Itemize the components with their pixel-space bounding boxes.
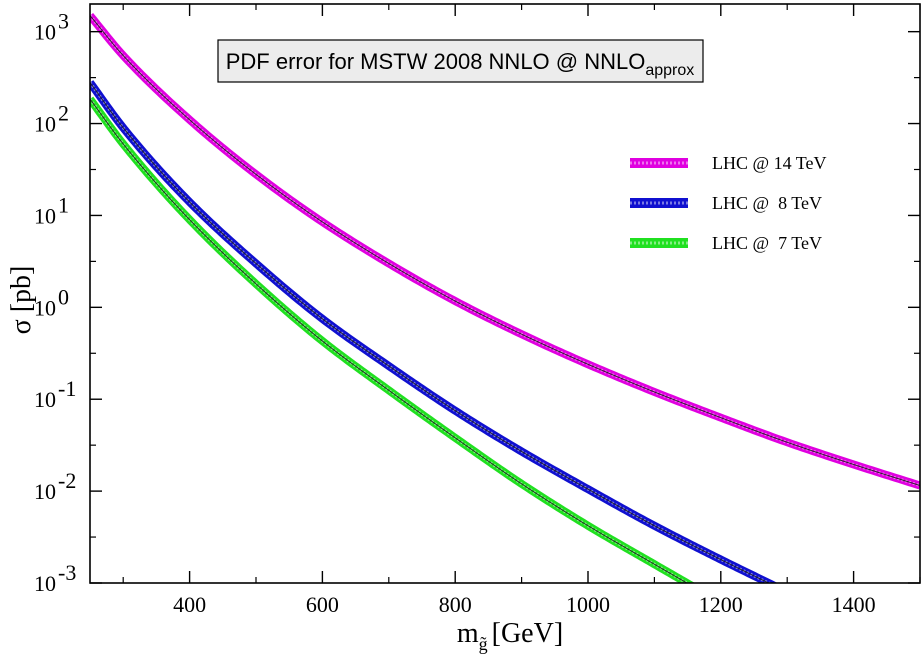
x-axis-title: mg̃ [GeV] [457,618,563,654]
y-tick-exponent: 1 [58,192,69,217]
series-0 [90,12,920,490]
x-axis-title-main: m [457,618,479,649]
x-tick-label: 600 [306,592,339,617]
chart-title-subscript: approx [645,62,694,79]
y-tick-base: 10 [34,479,56,504]
series-layer [90,12,920,583]
y-tick-base: 10 [34,203,56,228]
legend-swatch [630,238,688,248]
chart-title-main: PDF error for MSTW 2008 NNLO @ NNLO [226,49,646,74]
y-tick-label: 10 [34,387,56,412]
series-band-hatch [90,98,690,583]
legend-item: LHC @ 14 TeV [630,153,826,173]
y-tick-exponent: 2 [58,101,69,126]
y-tick-exponent: -1 [58,376,76,401]
series-central-line [90,98,688,583]
y-tick-label: 10 [34,295,56,320]
y-tick-base: 10 [34,387,56,412]
chart-title: PDF error for MSTW 2008 NNLO @ NNLOappro… [226,49,695,79]
x-axis-title-subscript: g̃ [479,634,488,654]
y-tick-exponent: -3 [58,560,76,585]
legend-label: LHC @ 7 TeV [712,233,822,253]
y-tick-exponent: 0 [58,284,69,309]
x-tick-label: 400 [173,592,206,617]
y-tick-base: 10 [34,571,56,596]
series-central-line [90,82,770,583]
x-axis-title-unit: [GeV] [492,618,564,649]
x-tick-label: 1000 [566,592,610,617]
series-central-line [90,15,920,486]
legend-item: LHC @ 8 TeV [630,193,822,213]
legend-swatch [630,158,688,168]
y-axis-title: σ [pb] [6,266,37,335]
series-band [90,96,695,583]
legend: LHC @ 14 TeV LHC @ 8 TeV LHC @ 7 TeV [630,153,826,253]
series-1 [90,80,778,583]
y-tick-label: 10 [34,203,56,228]
y-tick-base: 10 [34,20,56,45]
y-tick-base: 10 [34,112,56,137]
legend-swatch [630,198,688,208]
x-tick-label: 1200 [699,592,743,617]
y-tick-label: 10 [34,112,56,137]
legend-label: LHC @ 14 TeV [712,153,826,173]
x-tick-label: 1400 [832,592,876,617]
chart-title-box: PDF error for MSTW 2008 NNLO @ NNLOappro… [217,39,704,83]
x-tick-label: 800 [439,592,472,617]
legend-label: LHC @ 8 TeV [712,193,822,213]
y-tick-label: 10 [34,571,56,596]
y-tick-label: 10 [34,479,56,504]
legend-item: LHC @ 7 TeV [630,233,822,253]
y-tick-label: 10 [34,20,56,45]
y-tick-exponent: -2 [58,468,76,493]
ticks-layer [90,4,921,584]
plot-frame [89,3,921,584]
y-tick-exponent: 3 [58,9,69,34]
x-tick-labels: 400 600 800 1000 1200 1400 [173,592,876,617]
y-tick-base: 10 [34,295,56,320]
series-2 [90,96,695,583]
